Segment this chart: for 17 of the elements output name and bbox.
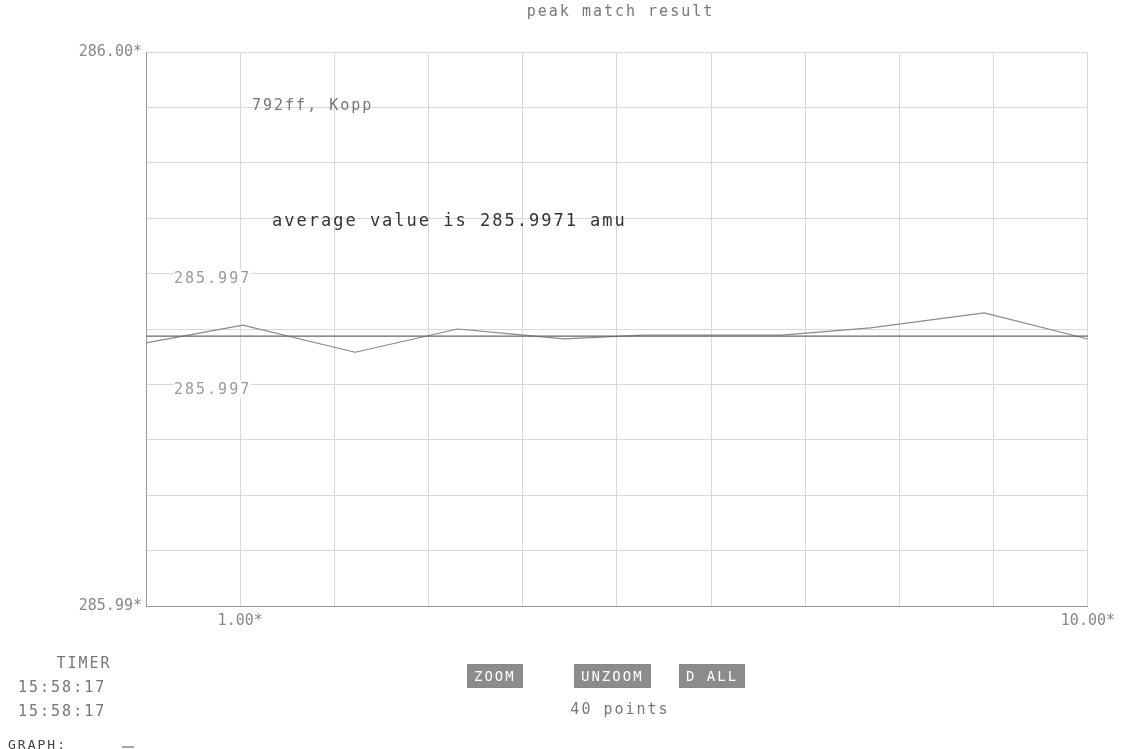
y-tick-label: 285.99*: [78, 595, 142, 614]
text: GRAPH:: [8, 737, 67, 749]
annotation: 285.997: [174, 269, 252, 287]
text: ZOOM: [467, 664, 523, 688]
text: D ALL: [679, 664, 746, 688]
text: 40 points: [569, 700, 671, 718]
annotation: 792ff, Kopp: [252, 96, 374, 114]
annotation: 285.997: [174, 380, 252, 398]
x-tick-label: 1.00*: [217, 610, 263, 629]
chart-title: peak match result: [525, 2, 716, 20]
text: UNZOOM: [574, 664, 651, 688]
text: TIMER: [55, 654, 113, 672]
x-tick-label: 10.00*: [1060, 610, 1115, 629]
text: 15:58:17: [18, 702, 107, 720]
text: 15:58:17: [18, 678, 107, 696]
annotation: average value is 285.9971 amu: [272, 210, 627, 230]
y-tick-label: 286.00*: [78, 41, 142, 60]
